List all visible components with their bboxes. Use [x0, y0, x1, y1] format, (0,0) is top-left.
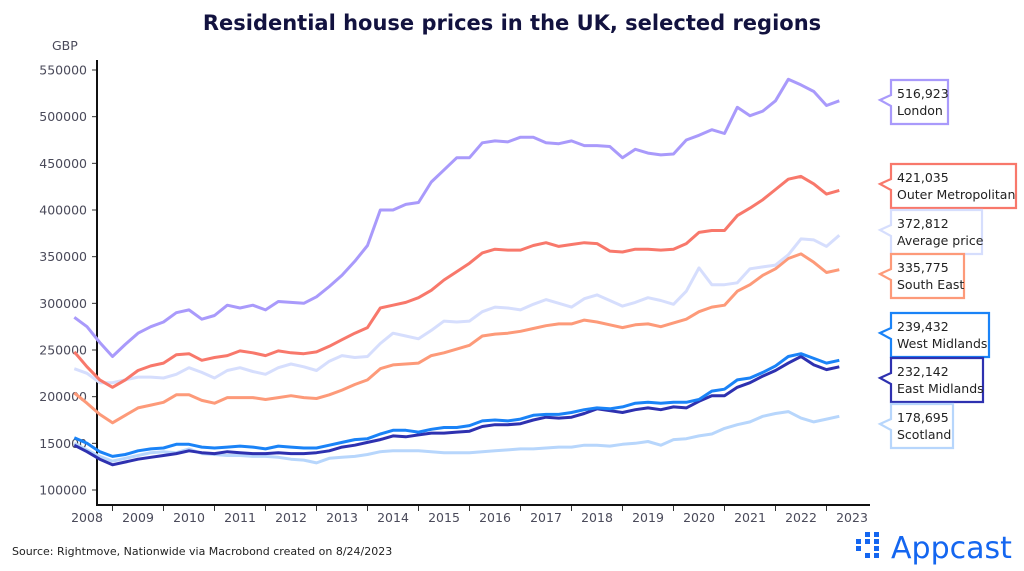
series-line-london [73, 77, 840, 358]
x-tick-label: 2018 [581, 510, 613, 525]
x-tick-label: 2022 [785, 510, 817, 525]
logo-dot [856, 539, 861, 544]
logo-dot [874, 539, 879, 544]
x-tick-label: 2023 [836, 510, 868, 525]
series-lines [73, 77, 841, 467]
callout-average-price: 372,812 Average price [877, 208, 984, 256]
callout-value: 178,695 [897, 410, 949, 425]
x-tick-label: 2011 [224, 510, 256, 525]
callout-value: 421,035 [897, 170, 949, 185]
series-line-west-midlands [73, 352, 840, 458]
callout-value: 239,432 [897, 319, 949, 334]
x-axis: 2008 2009 2010 2011 2012 2013 2014 2015 2016 2017… [71, 505, 868, 525]
chart-title: Residential house prices in the UK, sele… [203, 11, 821, 35]
series-line-average-price [73, 234, 841, 385]
callout-name: East Midlands [897, 381, 984, 396]
y-tick-label: 350000 [39, 249, 87, 264]
logo-text: Appcast [891, 531, 1012, 566]
callout-outer-metropolitan: 421,035 Outer Metropolitan [877, 162, 1018, 210]
callout-box [877, 311, 991, 359]
x-tick-label: 2019 [632, 510, 664, 525]
callout-name: Average price [897, 233, 984, 248]
x-tick-label: 2014 [377, 510, 409, 525]
y-tick-label: 400000 [39, 203, 87, 218]
series-line-south-east [73, 252, 840, 425]
y-axis-label: GBP [52, 38, 78, 53]
callout-value: 372,812 [897, 216, 949, 231]
callout-name: Scotland [897, 427, 951, 442]
x-tick-label: 2016 [479, 510, 511, 525]
callout-box [877, 162, 1018, 210]
callout-box [877, 208, 984, 256]
y-tick-label: 500000 [39, 109, 87, 124]
logo-dot [865, 553, 870, 558]
callout-name: London [897, 103, 943, 118]
callout-east-midlands: 232,142 East Midlands [877, 356, 985, 404]
y-axis: 1000001500002000002500003000003500004000… [39, 63, 97, 498]
logo-dot [874, 553, 879, 558]
callout-name: West Midlands [897, 336, 987, 351]
y-tick-label: 450000 [39, 156, 87, 171]
y-tick-label: 250000 [39, 343, 87, 358]
x-tick-label: 2015 [428, 510, 460, 525]
callout-south-east: 335,775 South East [877, 252, 966, 300]
x-tick-label: 2009 [122, 510, 154, 525]
callout-box [877, 356, 985, 404]
series-line-east-midlands [73, 355, 840, 467]
logo-dot [856, 546, 861, 551]
logo-dot [865, 539, 870, 544]
x-tick-label: 2020 [683, 510, 715, 525]
y-tick-label: 300000 [39, 296, 87, 311]
x-tick-label: 2013 [326, 510, 358, 525]
y-tick-label: 100000 [39, 483, 87, 498]
callout-name: South East [897, 277, 964, 292]
source-note: Source: Rightmove, Nationwide via Macrob… [12, 545, 392, 558]
x-tick-label: 2021 [734, 510, 766, 525]
x-tick-label: 2012 [275, 510, 307, 525]
legend-callouts: 516,923 London 421,035 Outer Metropolitan 37… [877, 78, 1018, 450]
callout-box [877, 402, 955, 450]
logo-dot [874, 546, 879, 551]
series-line-scotland [73, 410, 840, 465]
callout-value: 516,923 [897, 86, 949, 101]
callout-name: Outer Metropolitan [897, 187, 1015, 202]
logo-dots-icon [856, 532, 879, 558]
y-tick-label: 550000 [39, 63, 87, 78]
callout-value: 335,775 [897, 260, 949, 275]
callout-box [877, 78, 950, 126]
callout-value: 232,142 [897, 364, 949, 379]
logo-dot [874, 532, 879, 537]
x-tick-label: 2010 [173, 510, 205, 525]
appcast-logo: Appcast [856, 531, 1012, 566]
x-tick-label: 2017 [530, 510, 562, 525]
x-tick-label: 2008 [71, 510, 103, 525]
callout-london: 516,923 London [877, 78, 950, 126]
callout-west-midlands: 239,432 West Midlands [877, 311, 991, 359]
logo-dot [865, 532, 870, 537]
callout-box [877, 252, 966, 300]
series-line-outer-metropolitan [73, 174, 840, 389]
callout-scotland: 178,695 Scotland [877, 402, 955, 450]
